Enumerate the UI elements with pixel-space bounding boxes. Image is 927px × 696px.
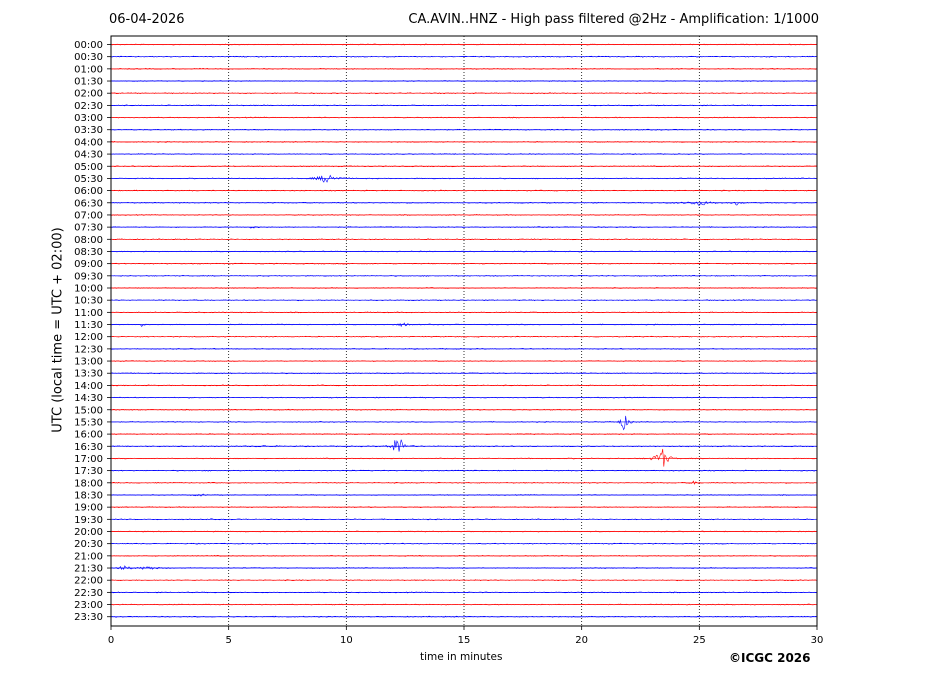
y-tick-label: 07:30 (74, 223, 103, 234)
y-tick-label: 11:30 (74, 320, 103, 331)
y-tick-label: 16:00 (74, 430, 103, 441)
y-tick-label: 07:00 (74, 210, 103, 221)
y-tick-label: 01:00 (74, 64, 103, 75)
y-tick-label: 21:00 (74, 551, 103, 562)
y-tick-label: 16:30 (74, 442, 103, 453)
y-tick-label: 19:00 (74, 503, 103, 514)
grid-layer (228, 36, 700, 626)
y-tick-label: 10:00 (74, 284, 103, 295)
y-tick-label: 03:00 (74, 113, 103, 124)
x-axis-label: time in minutes (420, 651, 503, 663)
y-tick-label: 14:00 (74, 381, 103, 392)
y-tick-label: 00:00 (74, 40, 103, 51)
y-tick-label: 21:30 (74, 564, 103, 575)
y-tick-label: 10:30 (74, 296, 103, 307)
x-tick-label: 10 (340, 635, 353, 646)
y-tick-label: 23:00 (74, 600, 103, 611)
y-tick-label: 22:00 (74, 576, 103, 587)
y-tick-label: 02:30 (74, 101, 103, 112)
y-tick-label: 05:30 (74, 174, 103, 185)
date-label: 06-04-2026 (109, 12, 185, 27)
y-tick-label: 02:00 (74, 89, 103, 100)
y-tick-label: 06:30 (74, 198, 103, 209)
x-tick-label: 0 (108, 635, 114, 646)
y-tick-label: 06:00 (74, 186, 103, 197)
y-tick-label: 15:30 (74, 417, 103, 428)
y-tick-label: 23:30 (74, 612, 103, 623)
chart-title: CA.AVIN..HNZ - High pass filtered @2Hz -… (408, 12, 819, 27)
y-tick-label: 12:30 (74, 344, 103, 355)
y-tick-label: 18:00 (74, 478, 103, 489)
y-tick-label: 20:30 (74, 539, 103, 550)
y-tick-label: 13:00 (74, 357, 103, 368)
y-tick-label: 15:00 (74, 405, 103, 416)
y-tick-label: 04:00 (74, 137, 103, 148)
y-tick-label: 08:30 (74, 247, 103, 258)
y-tick-label: 17:30 (74, 466, 103, 477)
y-tick-label: 09:00 (74, 259, 103, 270)
y-tick-label: 13:30 (74, 369, 103, 380)
traces-layer (110, 43, 817, 618)
y-tick-label: 17:00 (74, 454, 103, 465)
x-tick-label: 25 (693, 635, 706, 646)
y-tick-label: 12:00 (74, 332, 103, 343)
y-tick-label: 04:30 (74, 150, 103, 161)
x-tick-label: 5 (225, 635, 231, 646)
x-tick-label: 20 (575, 635, 588, 646)
y-tick-label: 00:30 (74, 52, 103, 63)
x-tick-label: 30 (811, 635, 824, 646)
trace-2130 (110, 565, 817, 571)
y-tick-label: 22:30 (74, 588, 103, 599)
y-tick-label: 03:30 (74, 125, 103, 136)
y-tick-label: 08:00 (74, 235, 103, 246)
y-tick-label: 11:00 (74, 308, 103, 319)
y-tick-label: 20:00 (74, 527, 103, 538)
y-tick-label: 01:30 (74, 77, 103, 88)
trace-1700 (110, 448, 817, 467)
y-tick-label: 09:30 (74, 271, 103, 282)
y-tick-label: 18:30 (74, 490, 103, 501)
y-tick-label: 19:30 (74, 515, 103, 526)
copyright-label: ©ICGC 2026 (729, 651, 811, 665)
y-axis-label: UTC (local time = UTC + 02:00) (50, 227, 66, 433)
x-tick-label: 15 (458, 635, 471, 646)
y-tick-label: 05:00 (74, 162, 103, 173)
y-tick-label: 14:30 (74, 393, 103, 404)
